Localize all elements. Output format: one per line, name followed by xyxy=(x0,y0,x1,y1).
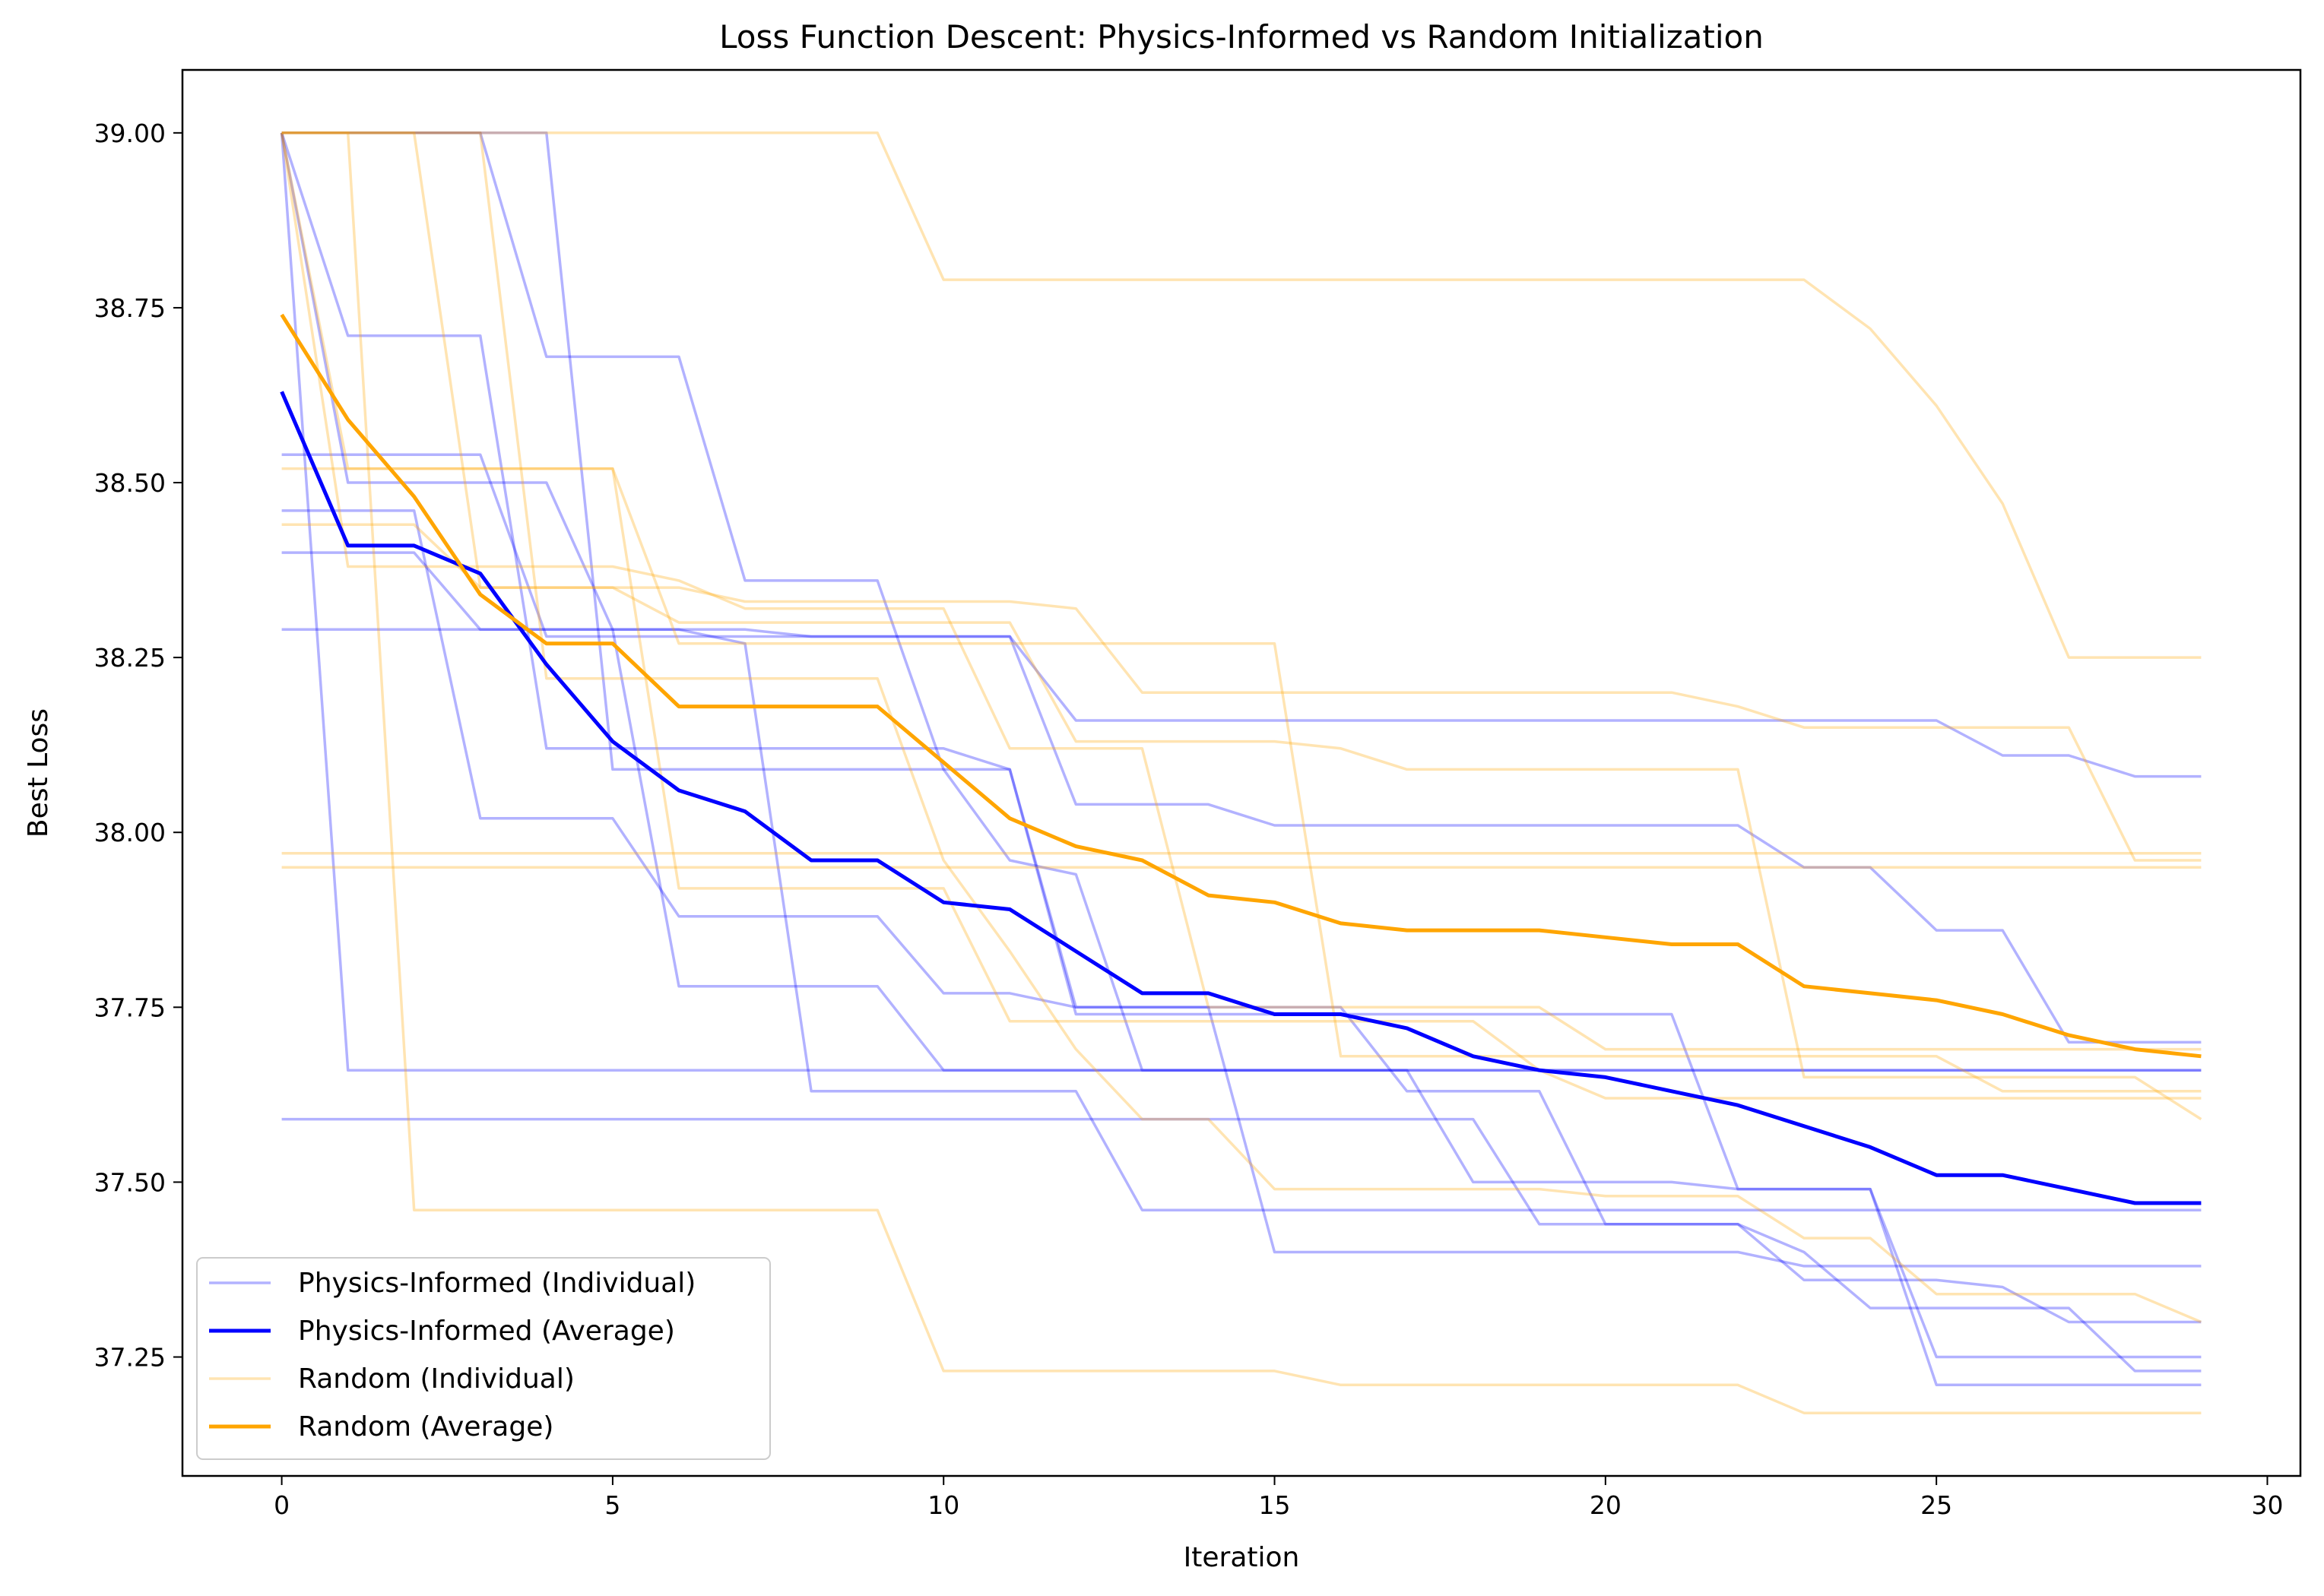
series-line-random-individual-16 xyxy=(281,523,2202,1121)
x-tick-label: 20 xyxy=(1590,1490,1622,1520)
y-axis-label: Best Loss xyxy=(23,708,54,838)
series-line-physics-average-10 xyxy=(280,391,2202,1205)
series-line-random-average-21 xyxy=(280,313,2202,1059)
plot-frame xyxy=(181,68,2302,1477)
series-line-random-individual-12 xyxy=(281,131,2202,1414)
series-line-physics-individual-4 xyxy=(281,453,2202,778)
x-tick-label: 0 xyxy=(274,1490,290,1520)
y-tick-label: 38.00 xyxy=(94,818,166,847)
series-line-random-individual-14 xyxy=(280,132,2202,1051)
y-tick-label: 37.25 xyxy=(94,1343,166,1373)
series-line-physics-individual-0 xyxy=(280,132,2202,1324)
series-layer xyxy=(280,131,2202,1414)
y-axis: 37.25 37.50 37.75 38.00 38.25 38.50 38.75 39.00 xyxy=(94,119,182,1373)
series-line-physics-individual-5 xyxy=(281,509,2202,1268)
legend-label-random-average: Random (Average) xyxy=(298,1411,553,1442)
y-tick-label: 38.25 xyxy=(94,643,166,673)
y-tick-label: 39.00 xyxy=(94,119,166,148)
x-tick-label: 10 xyxy=(927,1490,959,1520)
x-tick-label: 5 xyxy=(604,1490,620,1520)
legend-label-random-individual: Random (Individual) xyxy=(298,1363,575,1395)
series-line-physics-individual-2 xyxy=(280,132,2202,1072)
series-line-physics-individual-1 xyxy=(280,132,2202,1211)
series-line-physics-individual-6 xyxy=(281,551,2202,1359)
legend-label-physics-average: Physics-Informed (Average) xyxy=(298,1316,675,1347)
x-tick-label: 30 xyxy=(2251,1490,2283,1520)
legend: Physics-Informed (Individual) Physics-Inf… xyxy=(196,1257,771,1460)
series-line-random-individual-20 xyxy=(281,467,2202,1093)
series-line-physics-individual-9 xyxy=(281,1117,2202,1373)
x-tick-label: 25 xyxy=(1920,1490,1952,1520)
legend-box xyxy=(196,1257,771,1460)
series-line-physics-individual-8 xyxy=(281,131,2202,1072)
y-tick-label: 37.75 xyxy=(94,993,166,1022)
y-tick-label: 38.75 xyxy=(94,293,166,323)
series-line-random-individual-13 xyxy=(281,131,2202,862)
legend-label-physics-individual: Physics-Informed (Individual) xyxy=(298,1268,696,1299)
x-tick-label: 15 xyxy=(1259,1490,1291,1520)
series-line-random-individual-11 xyxy=(281,131,2202,659)
series-line-random-individual-19 xyxy=(280,132,2202,1100)
y-tick-label: 38.50 xyxy=(94,468,166,498)
chart-title: Loss Function Descent: Physics-Informed … xyxy=(719,18,1764,55)
x-axis: 0 5 10 15 20 25 30 xyxy=(274,1476,2283,1520)
series-line-random-individual-15 xyxy=(281,131,2202,1324)
y-tick-label: 37.50 xyxy=(94,1167,166,1197)
series-line-physics-individual-3 xyxy=(281,131,2202,1387)
x-axis-label: Iteration xyxy=(1184,1542,1300,1573)
series-line-physics-individual-7 xyxy=(281,628,2202,1044)
